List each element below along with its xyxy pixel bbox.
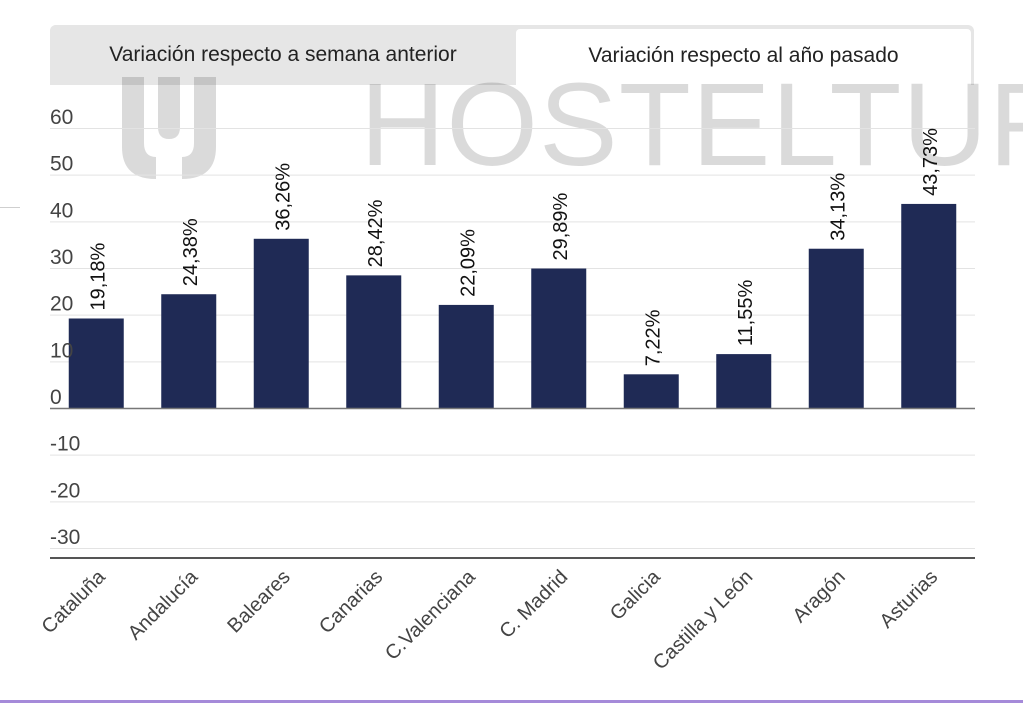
data-label: 7,22%	[642, 309, 664, 366]
y-tick-label: 60	[50, 106, 73, 129]
y-tick-label: 10	[50, 339, 73, 362]
category-label: Andalucía	[124, 565, 203, 644]
y-tick-label: 20	[50, 293, 73, 316]
bar-9[interactable]	[901, 203, 957, 408]
category-label: Baleares	[223, 566, 294, 637]
category-label: Canarias	[315, 566, 387, 638]
y-tick-label: -10	[50, 433, 80, 456]
bar-0[interactable]	[68, 318, 124, 408]
data-label: 24,38%	[180, 218, 202, 286]
y-tick-label: 40	[50, 199, 73, 222]
bar-7[interactable]	[716, 354, 772, 408]
data-label: 43,73%	[920, 128, 942, 196]
category-label-layer: Cataluña Andalucía Baleares CanariasC.Valen…	[38, 565, 943, 674]
side-divider	[0, 207, 20, 208]
bar-8[interactable]	[808, 248, 864, 408]
data-label: 29,89%	[550, 192, 572, 260]
y-tick-label: -30	[50, 526, 80, 549]
bar-4[interactable]	[438, 304, 494, 408]
data-label: 34,13%	[827, 173, 849, 241]
category-label: Galicia	[606, 565, 665, 624]
category-label: C.Valenciana	[381, 565, 480, 664]
bottom-border	[0, 700, 1023, 703]
bar-2[interactable]	[253, 238, 309, 408]
data-label: 11,55%	[735, 280, 757, 347]
data-label: 36,26%	[272, 163, 294, 231]
y-tick-label: -20	[50, 479, 80, 502]
data-label: 22,09%	[457, 229, 479, 297]
y-tick-label: 30	[50, 246, 73, 269]
category-label: Aragón	[789, 566, 850, 627]
y-tick-layer: 60 50 40 30 20 10 0 -10 -20 -30	[50, 106, 80, 549]
data-label: 28,42%	[365, 199, 387, 267]
bar-3[interactable]	[346, 275, 402, 408]
bar-6[interactable]	[623, 374, 679, 408]
bar-5[interactable]	[531, 268, 587, 408]
bar-1[interactable]	[161, 294, 217, 408]
category-label: C. Madrid	[495, 566, 572, 643]
category-label: Castilla y León	[649, 566, 757, 674]
data-label: 19,18%	[87, 242, 109, 310]
category-label: Cataluña	[38, 565, 111, 638]
tab-weekly-variation[interactable]: Variación respecto a semana anterior	[50, 25, 516, 85]
tab-yearly-variation[interactable]: Variación respecto al año pasado	[516, 29, 971, 85]
y-tick-label: 0	[50, 386, 62, 409]
category-label: Asturias	[876, 566, 943, 633]
tab-bar: Variación respecto a semana anterior Var…	[50, 25, 974, 85]
watermark-text: HOSTELTUR	[360, 59, 1023, 191]
data-label-layer: 19,18% 24,38% 36,26% 28,42% 22,09% 29,89% 7,22…	[87, 128, 942, 366]
bars-layer	[50, 203, 975, 410]
y-tick-label: 50	[50, 153, 73, 176]
